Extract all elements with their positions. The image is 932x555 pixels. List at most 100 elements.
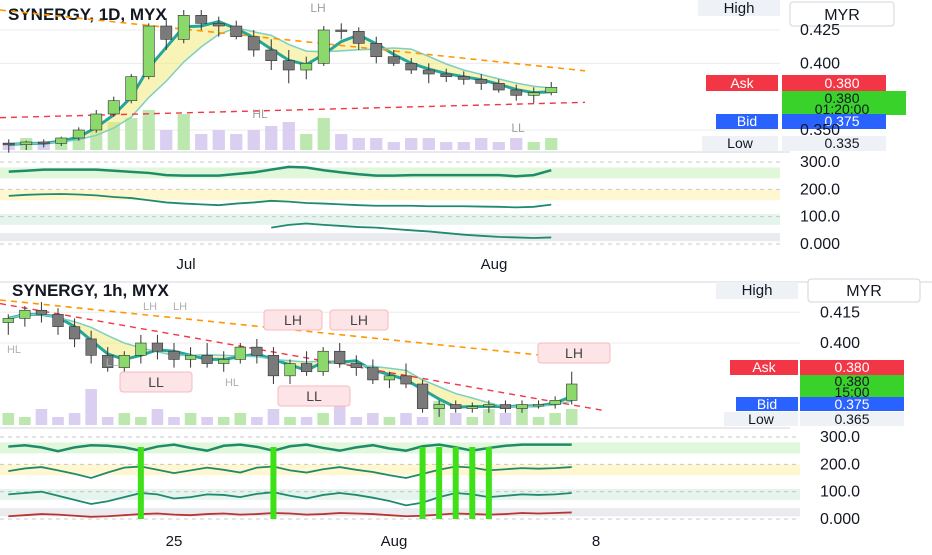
- bottom-chart-title: SYNERGY, 1h, MYX: [12, 281, 169, 300]
- bottom-ask-label: Ask: [752, 359, 776, 375]
- top_panel-candle-body: [247, 36, 260, 51]
- top_panel-candle-body: [475, 79, 488, 84]
- bottom_panel-candle-body: [400, 375, 412, 385]
- bottom-bid-label: Bid: [757, 396, 777, 412]
- bottom_panel-candle-body: [35, 309, 48, 315]
- bottom-currency-label: MYR: [846, 283, 882, 300]
- bottom_panel-candle-body: [334, 350, 346, 364]
- top-high-label: High: [724, 0, 755, 17]
- top_panel-volume-bar: [265, 126, 278, 150]
- bottom_panel-lower-trendline: [0, 302, 606, 412]
- bottom_panel-candle-body: [2, 318, 14, 323]
- bottom-annotation-box: [263, 309, 323, 331]
- bottom-currency-box[interactable]: MYR: [807, 278, 921, 303]
- top_panel-volume-bar: [545, 138, 558, 150]
- bottom_panel-candle-body: [416, 383, 429, 409]
- bottom_panel-osc-tick: 100.0: [820, 484, 860, 501]
- top_panel-volume-bar: [300, 134, 313, 150]
- bottom-annotation-box: [277, 385, 351, 407]
- top_panel-candle-body: [177, 15, 190, 40]
- top_panel-osc-tick: 0.000: [800, 236, 840, 253]
- bottom-annotation-plain: HL: [225, 377, 239, 389]
- top_panel-volume-bar: [335, 134, 348, 150]
- top_panel-volume-bar: [212, 130, 225, 150]
- bottom-high-box: High: [716, 282, 798, 299]
- top_panel-candle-body: [2, 143, 15, 146]
- bottom-annotation-label: LH: [350, 312, 368, 328]
- bottom-low-value: 0.365: [834, 411, 869, 427]
- bottom-low-label: Low: [748, 411, 775, 427]
- bottom_panel-candle-body: [549, 400, 561, 405]
- bottom_panel-candle-body: [102, 355, 114, 368]
- top_panel-volume-bar: [230, 134, 243, 150]
- top_panel-candle-body: [335, 29, 348, 32]
- top_panel-volume-bar: [510, 138, 523, 150]
- top_panel-candle-body: [282, 60, 295, 71]
- bottom_panel-volume-bar: [234, 413, 247, 425]
- top_panel-volume-bar: [527, 142, 540, 150]
- bottom_panel-volume-bar: [52, 417, 64, 425]
- bottom_panel-candle-body: [383, 375, 396, 381]
- bottom_panel-osc-band: [0, 488, 800, 500]
- top_panel-candle-body: [160, 25, 173, 40]
- top_panel-candle-body: [142, 25, 155, 77]
- bottom_panel-osc-tick: 300.0: [820, 429, 860, 446]
- top_panel-ma-band: [8, 21, 552, 145]
- bottom_panel-volume-bar: [532, 417, 545, 425]
- top_panel-osc-line: [271, 222, 552, 239]
- top-annotation-hl: HL: [252, 107, 268, 121]
- top_panel-candle-body: [405, 63, 418, 71]
- bottom_panel-candle-body: [52, 314, 64, 327]
- bottom_panel-candle-body: [483, 404, 495, 407]
- bottom_panel-candle-body: [68, 326, 81, 340]
- bottom_panel-osc-line: [8, 443, 572, 453]
- top_panel-candle-body: [387, 56, 400, 64]
- top_panel-volume-bar: [387, 142, 400, 150]
- bottom_panel-candle-body: [450, 404, 462, 409]
- top_panel-candle-body: [55, 137, 68, 144]
- top-currency-label: MYR: [824, 7, 860, 24]
- bottom_panel-volume-bar: [383, 417, 396, 425]
- top-low-row: Low 0.335: [702, 135, 886, 151]
- top_panel-candle-body: [37, 141, 50, 144]
- bottom_panel-volume-bar: [350, 417, 363, 425]
- top-bid-label: Bid: [737, 113, 757, 129]
- bottom_panel-candle-body: [466, 406, 478, 409]
- bottom_panel-signal-bar: [137, 447, 144, 519]
- bottom_panel-candle-body: [251, 346, 263, 356]
- bottom-ask-value: 0.380: [834, 359, 869, 375]
- bottom_panel-volume-bar: [499, 413, 512, 425]
- bottom_panel-volume-bar: [19, 417, 31, 425]
- top_panel-volume-bar: [160, 130, 173, 150]
- top_panel-candle-body: [72, 129, 85, 139]
- bottom_panel-candle-body: [532, 404, 545, 407]
- top_panel-volume-bar: [247, 130, 260, 150]
- bottom-annotation-box: [537, 342, 611, 364]
- top_panel-time-tick: Aug: [481, 256, 508, 273]
- bottom_panel-volume-bar: [251, 417, 263, 425]
- bottom-annotation-label: LH: [565, 345, 583, 361]
- top_panel-osc-band: [0, 213, 780, 225]
- top_panel-candle-body: [212, 23, 225, 27]
- bottom-bid-row: Bid 0.375: [736, 396, 904, 412]
- bottom_panel-candle-body: [433, 404, 445, 409]
- top_panel-candle-body: [125, 76, 138, 101]
- top_panel-osc-band: [0, 167, 780, 179]
- bottom_panel-price-tick: 0.415: [820, 304, 860, 321]
- bottom-last-price-box: 0.380 15:00: [800, 373, 904, 400]
- top_panel-osc-line: [8, 193, 552, 209]
- top_panel-candle-body: [545, 87, 558, 93]
- bottom_panel-upper-trendline: [0, 299, 606, 363]
- bottom-high-label: High: [742, 282, 773, 299]
- top_panel-candle-body: [20, 141, 33, 145]
- top_panel-candle-body: [527, 92, 540, 96]
- bottom_panel-volume-bar: [300, 417, 313, 425]
- bottom_panel-volume-bar: [400, 413, 412, 425]
- bottom_panel-volume-bar: [333, 405, 346, 425]
- top-currency-box[interactable]: MYR: [789, 1, 895, 27]
- top_panel-candle-body: [510, 89, 523, 96]
- bottom_panel-osc-tick: 0.000: [820, 511, 860, 528]
- bottom_panel-signal-bar: [270, 447, 277, 519]
- bottom_panel-candle-body: [184, 355, 197, 360]
